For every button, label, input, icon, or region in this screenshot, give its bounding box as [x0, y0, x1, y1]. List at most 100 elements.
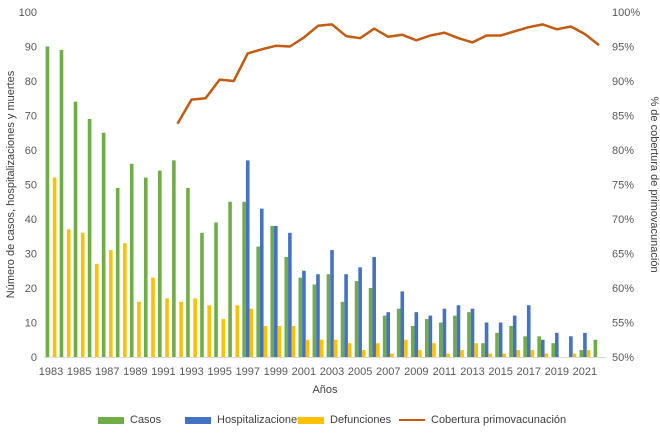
bar-hospitalizaciones: [330, 250, 334, 357]
bar-casos: [481, 343, 485, 357]
y2-tick-label: 95%: [612, 42, 634, 54]
x-tick-label: 2007: [376, 366, 400, 378]
bar-casos: [495, 332, 499, 357]
bar-hospitalizaciones: [498, 322, 503, 357]
bar-casos: [256, 246, 260, 357]
bar-casos: [101, 132, 106, 357]
bar-defunciones: [165, 298, 169, 357]
bar-hospitalizaciones: [526, 305, 531, 357]
legend-swatch-cobertura: [399, 419, 425, 421]
y2-tick-label: 85%: [612, 111, 634, 123]
x-tick-label: 1989: [123, 366, 147, 378]
y-tick-label: 90: [25, 42, 37, 54]
series-line-cobertura: [176, 23, 600, 125]
bar-hospitalizaciones: [583, 332, 587, 357]
bar-casos: [523, 336, 527, 357]
bar-hospitalizaciones: [288, 232, 292, 357]
x-tick-label: 1985: [67, 366, 91, 378]
legend-label-defunciones: Defunciones: [330, 414, 392, 426]
bar-casos: [45, 46, 50, 357]
bar-casos: [382, 315, 387, 357]
bar-defunciones: [446, 353, 450, 357]
bar-casos: [410, 325, 415, 357]
bar-hospitalizaciones: [386, 312, 391, 357]
bar-defunciones: [263, 325, 268, 357]
bar-defunciones: [586, 350, 591, 357]
bar-defunciones: [418, 350, 422, 357]
legend-item-casos: Casos: [98, 414, 161, 426]
x-tick-label: 1997: [235, 366, 259, 378]
x-tick-label: 2005: [348, 366, 372, 378]
bar-casos: [354, 281, 359, 357]
bar-defunciones: [66, 229, 71, 357]
bars: [45, 46, 598, 357]
x-tick-label: 2009: [404, 366, 428, 378]
bar-hospitalizaciones: [555, 332, 559, 357]
x-tick-label: 1999: [264, 366, 288, 378]
x-axis-title: Años: [312, 384, 338, 396]
legend-item-defunciones: Defunciones: [298, 414, 391, 426]
bar-casos: [158, 170, 162, 357]
x-tick-label: 1995: [207, 366, 231, 378]
bar-casos: [59, 49, 64, 357]
x-tick-label: 1987: [95, 366, 119, 378]
bar-casos: [284, 256, 289, 357]
bar-casos: [129, 163, 134, 357]
x-tick-label: 2021: [573, 366, 597, 378]
bar-defunciones: [221, 319, 226, 357]
bar-hospitalizaciones: [484, 322, 489, 357]
bar-defunciones: [333, 339, 338, 357]
bar-hospitalizaciones: [428, 315, 433, 357]
y2-axis-title: % de cobertura de primovacunación: [648, 96, 660, 272]
y-tick-label: 10: [25, 318, 37, 330]
x-tick-label: 2017: [516, 366, 540, 378]
bar-hospitalizaciones: [569, 336, 573, 357]
bar-defunciones: [347, 343, 352, 357]
bar-casos: [298, 277, 303, 357]
bar-casos: [424, 319, 429, 357]
bar-defunciones: [207, 305, 211, 357]
bar-hospitalizaciones: [274, 225, 278, 357]
y-tick-label: 100: [19, 7, 37, 19]
bar-casos: [270, 225, 275, 357]
x-tick-label: 2011: [433, 366, 457, 378]
legend-label-hospitalizaciones: Hospitalizaciones: [217, 414, 303, 426]
bar-casos: [467, 312, 471, 357]
bar-defunciones: [474, 343, 478, 357]
right-axis-ticks: 50% 55% 60% 65% 70% 75% 80% 85% 90% 95% 100%: [612, 7, 640, 364]
y-tick-label: 40: [25, 214, 37, 226]
legend-swatch-hospitalizaciones: [185, 416, 211, 424]
bar-casos: [87, 118, 92, 357]
bar-hospitalizaciones: [512, 315, 517, 357]
y2-tick-label: 90%: [612, 76, 634, 88]
bar-casos: [143, 177, 148, 357]
legend-swatch-defunciones: [298, 416, 324, 424]
bar-defunciones: [390, 353, 394, 357]
bar-defunciones: [530, 350, 535, 357]
y2-tick-label: 65%: [612, 249, 634, 261]
bar-defunciones: [109, 250, 113, 357]
legend-label-cobertura: Cobertura primovacunación: [431, 414, 567, 426]
bar-defunciones: [193, 298, 197, 357]
left-axis-ticks: 0 10 20 30 40 50 60 70 80 90 100: [19, 7, 37, 364]
y2-tick-label: 60%: [612, 283, 634, 295]
bar-defunciones: [544, 353, 549, 357]
bar-defunciones: [291, 325, 296, 357]
bar-hospitalizaciones: [372, 256, 376, 357]
bar-defunciones: [151, 277, 155, 357]
y2-tick-label: 75%: [612, 180, 634, 192]
x-tick-label: 2003: [320, 366, 344, 378]
bar-hospitalizaciones: [245, 160, 250, 357]
bar-casos: [537, 336, 541, 357]
y-tick-label: 30: [25, 249, 37, 261]
bar-hospitalizaciones: [540, 339, 545, 357]
bar-defunciones: [249, 308, 254, 357]
bar-defunciones: [404, 339, 408, 357]
x-tick-label: 1993: [179, 366, 203, 378]
bar-defunciones: [137, 301, 141, 357]
y-tick-label: 50: [25, 180, 37, 192]
y-tick-label: 70: [25, 111, 37, 123]
bar-casos: [186, 187, 190, 357]
legend-item-hospitalizaciones: Hospitalizaciones: [185, 414, 303, 426]
